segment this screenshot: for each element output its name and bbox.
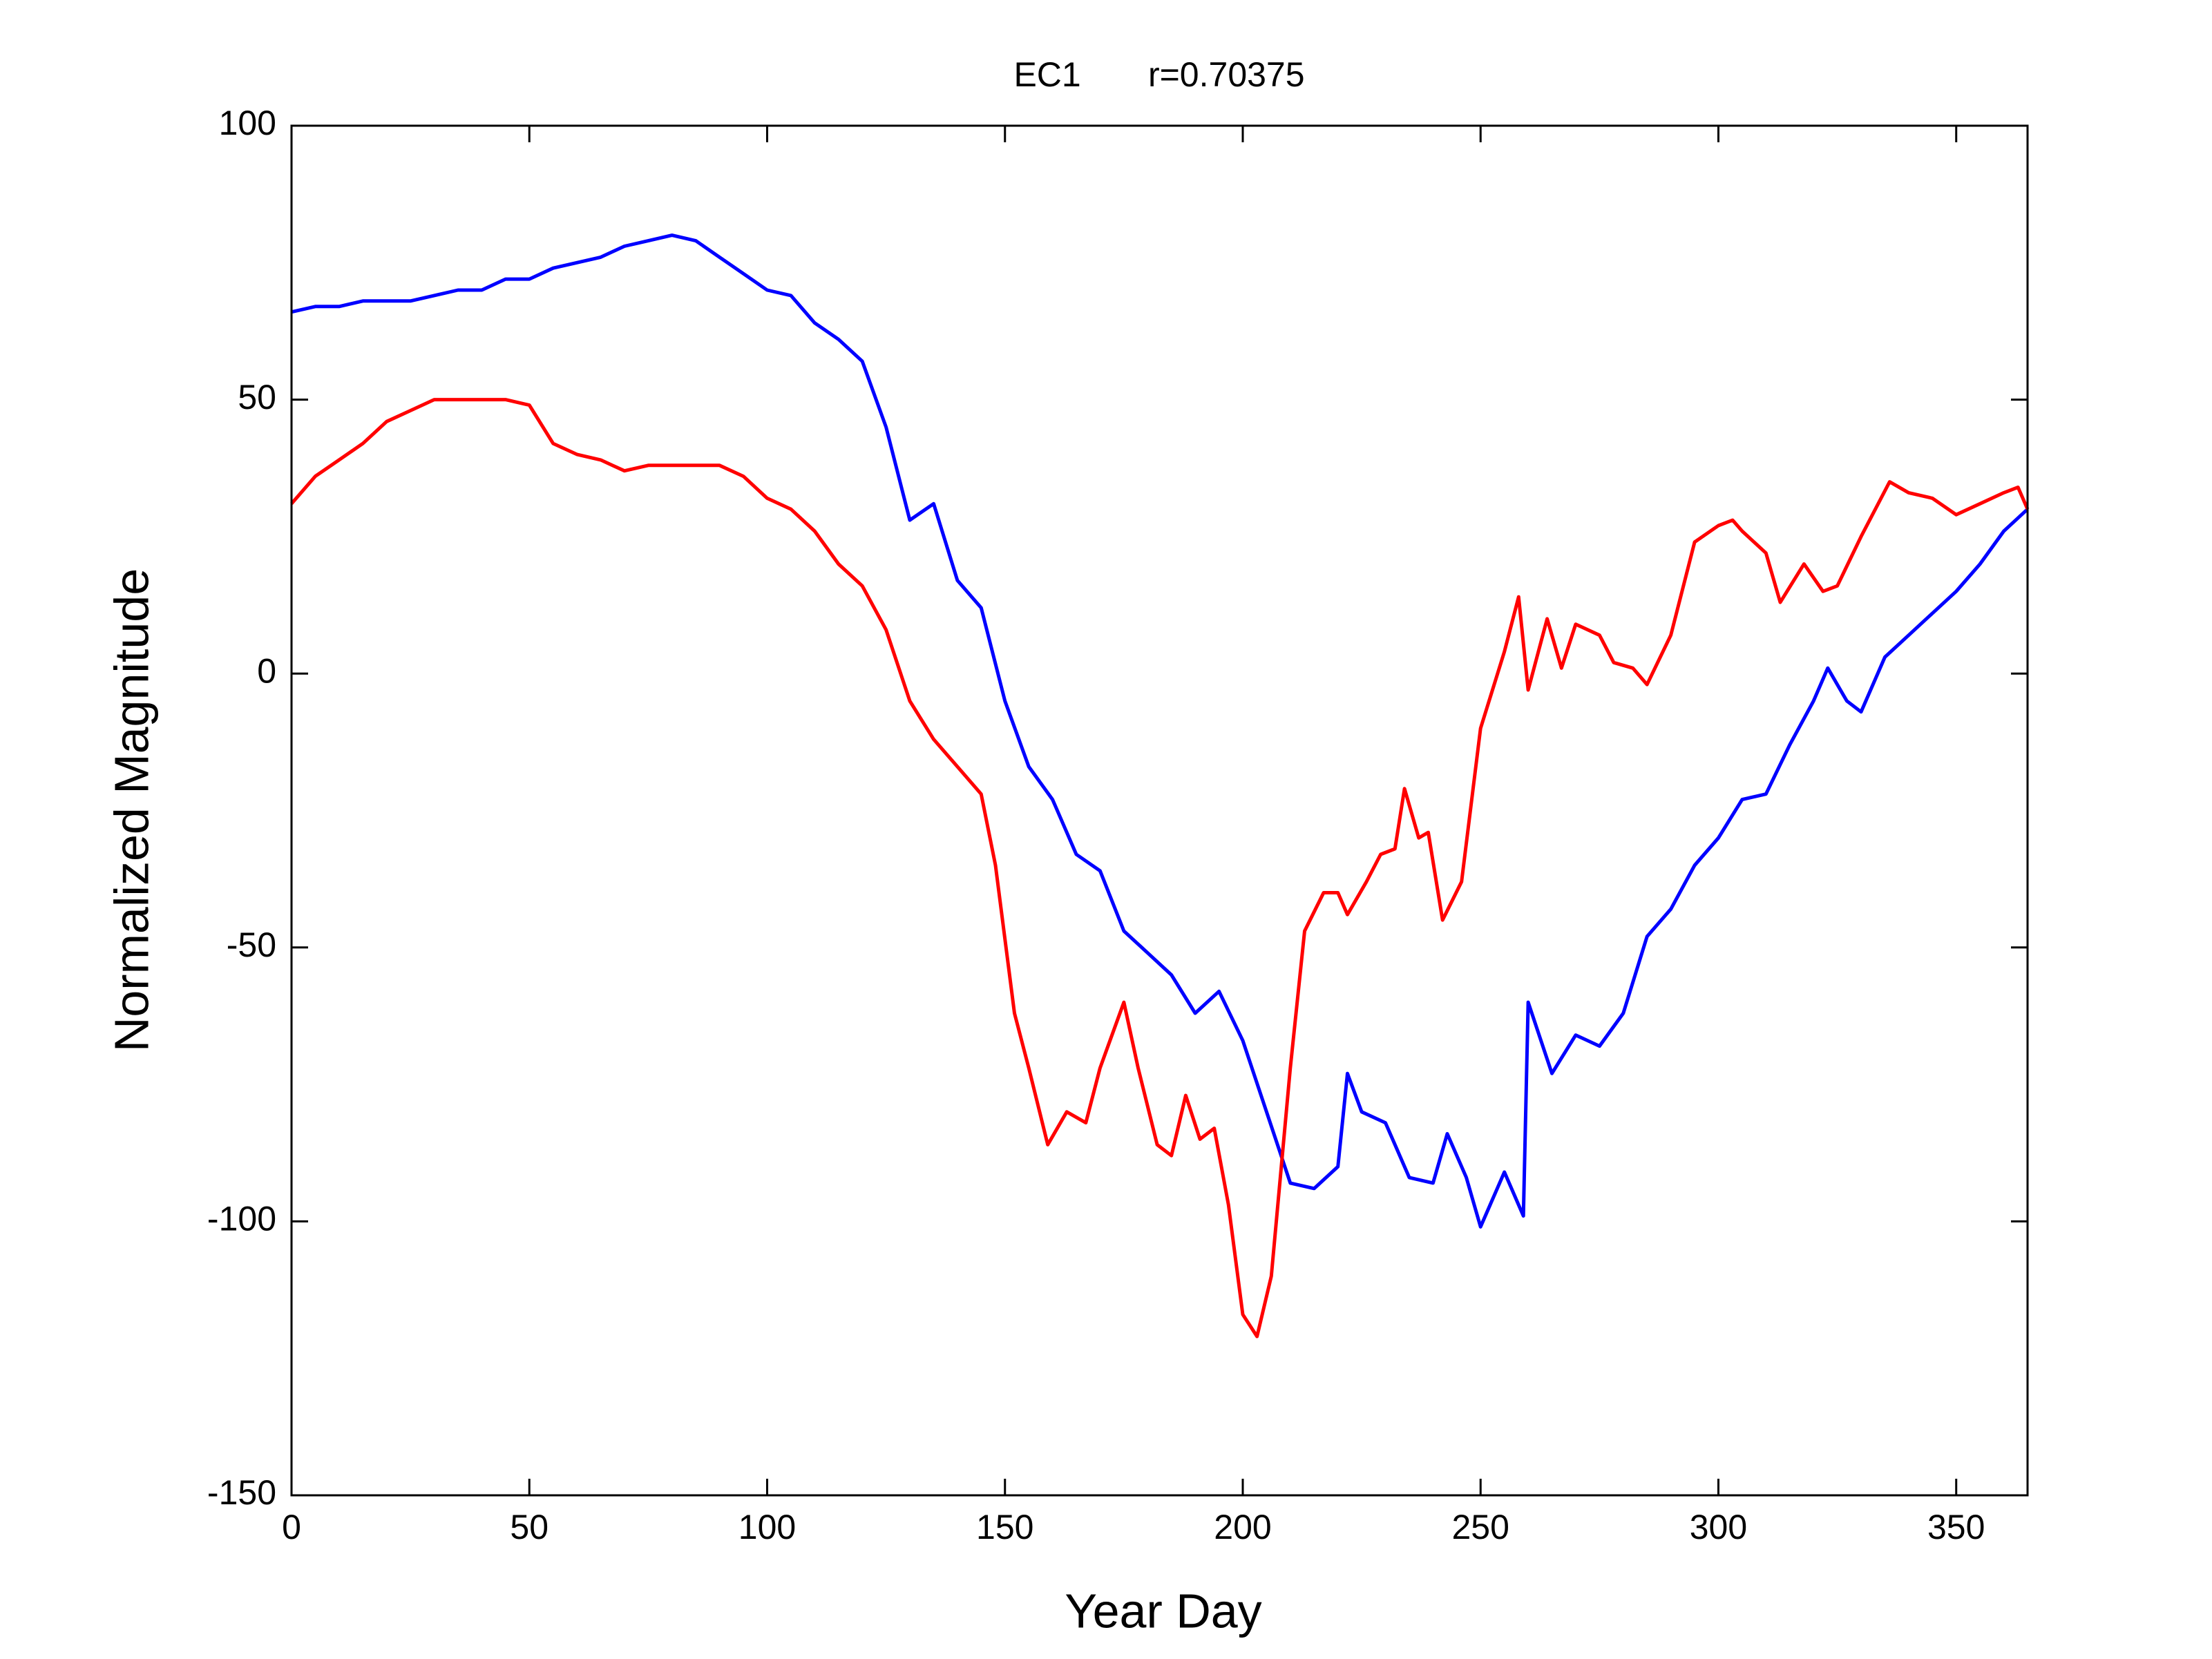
x-tick-label: 250 bbox=[1452, 1508, 1509, 1546]
x-tick-label: 50 bbox=[510, 1508, 549, 1546]
y-tick-label: -50 bbox=[227, 926, 276, 964]
y-tick-label: 0 bbox=[257, 651, 276, 690]
y-tick-label: -100 bbox=[207, 1200, 276, 1238]
series-line bbox=[291, 233, 2029, 1229]
x-tick-label: 100 bbox=[738, 1508, 796, 1546]
x-tick-label: 150 bbox=[976, 1508, 1033, 1546]
x-axis-label: Year Day bbox=[1065, 1584, 1261, 1638]
y-tick-label: 50 bbox=[238, 378, 276, 416]
x-tick-label: 300 bbox=[1690, 1508, 1747, 1546]
y-axis-label: Normalized Magnitude bbox=[104, 568, 158, 1052]
x-tick-label: 350 bbox=[1927, 1508, 1985, 1546]
x-tick-label: 0 bbox=[282, 1508, 301, 1546]
chart-title: EC1 r=0.70375 bbox=[1013, 55, 1304, 94]
y-tick-label: -150 bbox=[207, 1473, 276, 1512]
y-tick-label: 100 bbox=[219, 104, 276, 142]
plot-frame bbox=[290, 124, 2029, 1497]
series-line bbox=[290, 398, 2030, 1339]
x-tick-label: 200 bbox=[1214, 1508, 1271, 1546]
